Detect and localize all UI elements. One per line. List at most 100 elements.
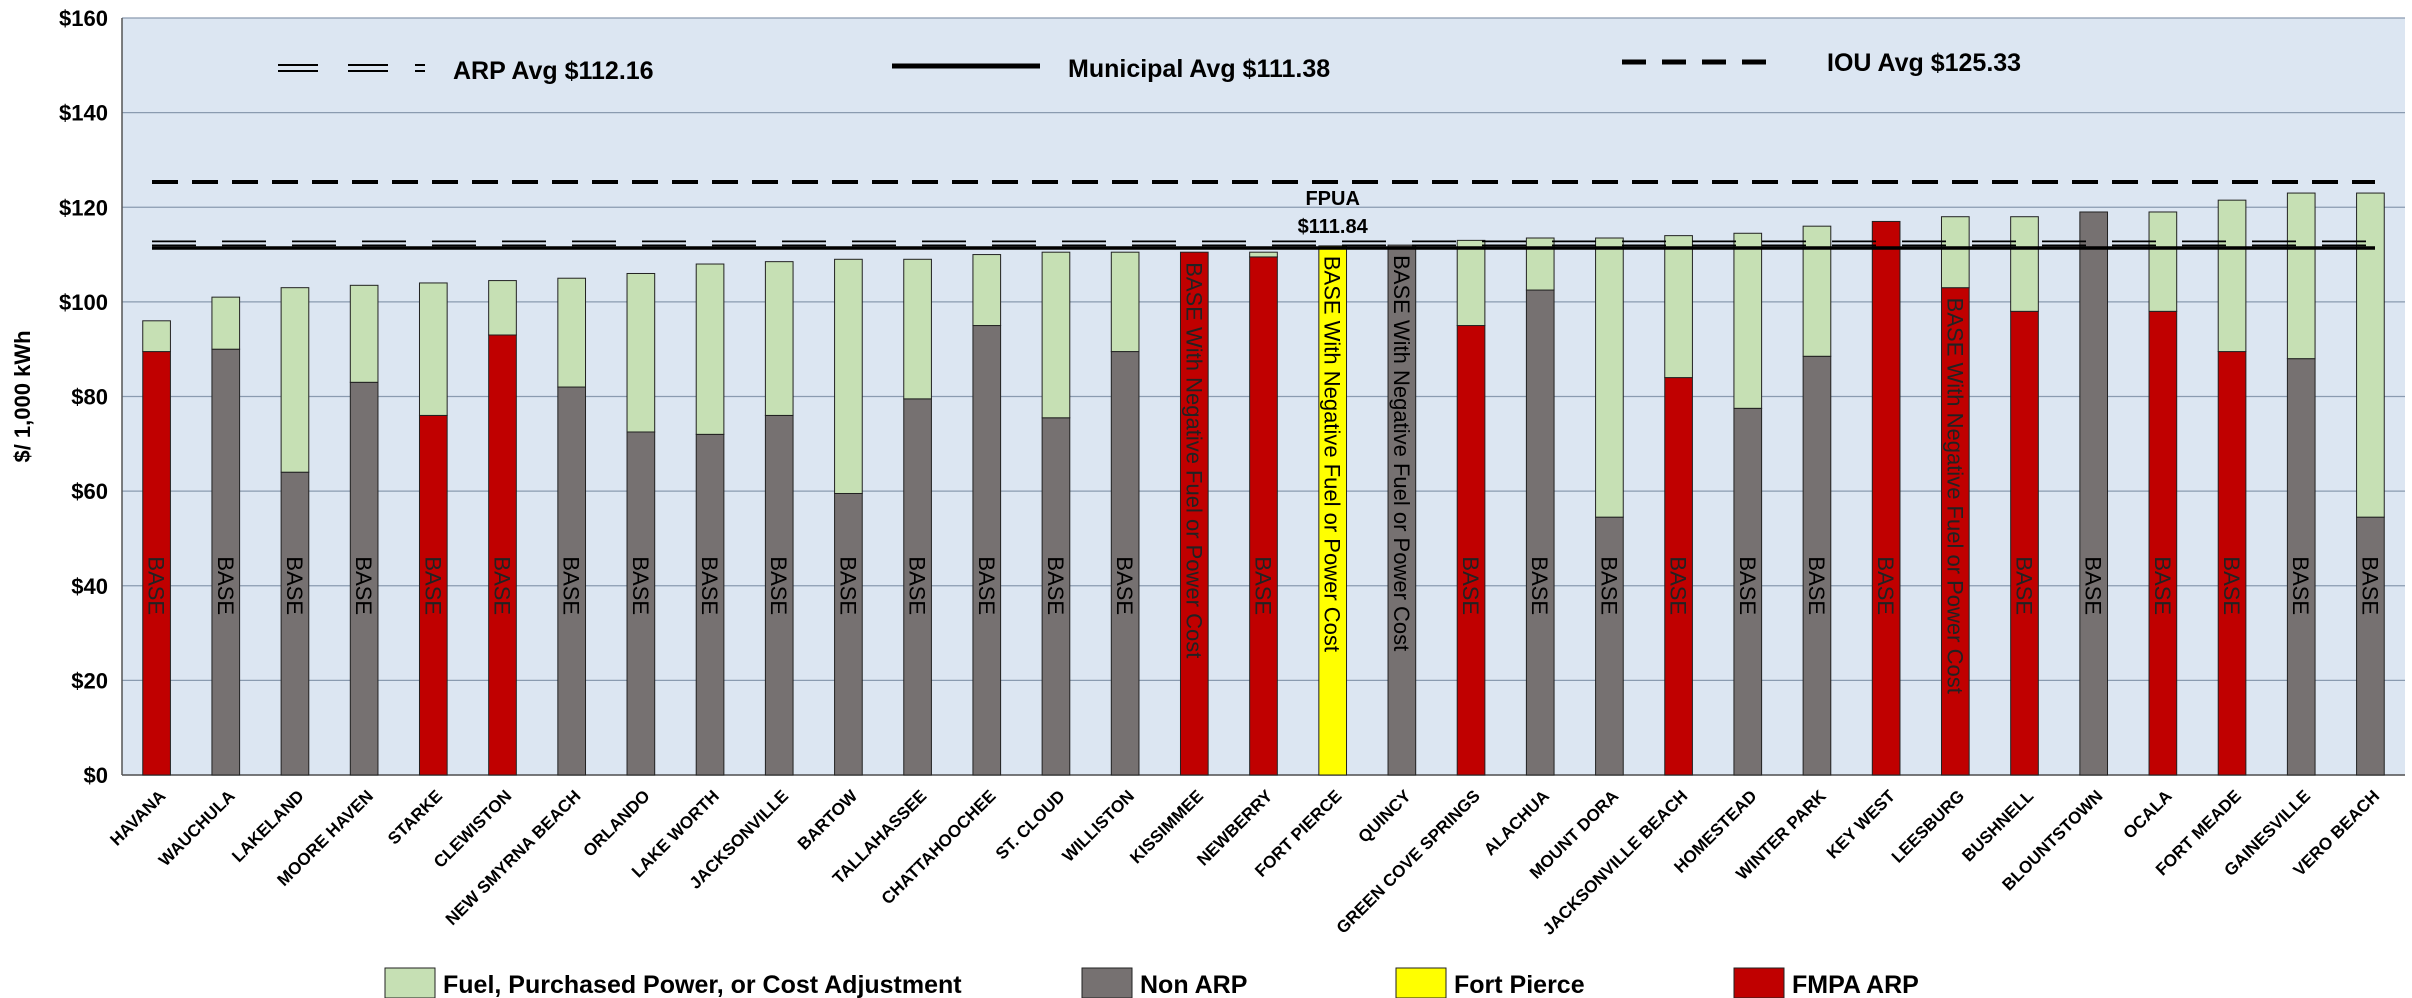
bar-base-segment [1249,256,1278,776]
bar-label: BASE [2081,556,2106,615]
bar-label: BASE [2012,556,2037,615]
x-tick-label: ALACHUA [1480,786,1553,859]
bar-base-segment [2079,211,2109,776]
legend: Fuel, Purchased Power, or Cost Adjustmen… [384,967,1919,998]
bar-label: BASE [282,556,307,615]
bar-fuel-segment [626,272,656,433]
bar-label: BASE With Negative Fuel or Power Cost [1942,298,1967,694]
bar-base-segment [2010,310,2039,776]
bar-label: BASE [2219,556,2244,615]
bar-label: BASE [2288,556,2313,615]
bar-label: BASE With Negative Fuel or Power Cost [1320,256,1345,652]
bar-fuel-segment [418,282,448,416]
x-tick-label: OCALA [2120,786,2176,842]
bar-fuel-segment [1802,225,1832,357]
bar-base-segment [2148,310,2178,776]
bar-base-segment [1456,325,1486,776]
y-tick-label: $80 [71,385,108,410]
arp-avg-label: ARP Avg $112.16 [453,57,654,85]
bar-base-segment [2217,351,2247,776]
bar-base-segment [488,334,517,776]
bar-base-segment [280,471,310,776]
bar-base-segment [2286,358,2316,776]
y-tick-label: $40 [71,574,108,599]
bar-label: BASE [1251,556,1276,615]
x-tick-label: CHATTAHOOCHEE [878,786,1000,908]
legend-swatch [1395,967,1447,998]
fpua-annotation-value: $111.84 [1298,216,1369,238]
bar-base-segment [1041,417,1071,776]
bar-label: BASE [1804,556,1829,615]
bar-fuel-segment [211,296,241,350]
bar-fuel-segment [1940,216,1970,289]
bar-label: BASE [213,556,238,615]
bar-label: BASE [1112,556,1137,615]
municipal-avg-label: Municipal Avg $111.38 [1068,55,1330,83]
bar-label: BASE [974,556,999,615]
bar-base-segment [1525,289,1555,776]
bar-fuel-segment [1733,232,1763,409]
bar-base-segment [1664,377,1693,776]
bar-label: BASE [1735,556,1760,615]
bar-label: BASE [766,556,791,615]
bar-fuel-segment [834,258,863,494]
bar-label: BASE [490,556,515,615]
legend-label: Fuel, Purchased Power, or Cost Adjustmen… [443,971,962,998]
y-axis-ticks: $0 $20 $40 $60 $80 $100 $120 $140 $160 [59,6,108,788]
bar-base-segment [142,351,171,776]
bar-fuel-segment [1041,251,1071,419]
bar-base-segment [695,433,725,776]
bar-base-segment [626,431,656,776]
fpua-annotation: FPUA [1305,188,1359,210]
bar-fuel-segment [1595,237,1624,518]
bar-fuel-segment [1249,251,1278,258]
bar-fuel-segment [2148,211,2178,312]
bar-label: BASE [559,556,584,615]
bar-fuel-segment [2217,199,2247,353]
bar-base-segment [349,381,379,776]
bar-label: BASE [905,556,930,615]
bar-base-segment [1318,245,1348,776]
x-tick-label: NEW SMYRNA BEACH [442,786,585,929]
legend-label: Non ARP [1140,971,1247,998]
bar-base-segment [1179,251,1209,776]
y-tick-label: $120 [59,195,108,220]
y-tick-label: $60 [71,479,108,504]
bar-label: BASE [144,556,169,615]
bar-base-segment [1733,407,1763,776]
bar-fuel-segment [903,258,932,400]
bar-label: BASE [2357,556,2382,615]
bar-base-segment [1110,351,1140,776]
x-tick-label: BARTOW [794,786,862,854]
y-axis-title: $/ 1,000 kWh [10,330,35,462]
bar-label: BASE [1458,556,1483,615]
bar-fuel-segment [557,277,587,388]
bar-label: BASE [420,556,445,615]
bar-label: BASE [1527,556,1552,615]
reference-lines: ARP Avg $112.16 Municipal Avg $111.38 IOU … [152,49,2375,250]
bar-base-segment [211,348,241,776]
bar-label: BASE [1596,556,1621,615]
bar-fuel-segment [349,284,379,383]
iou-avg-label: IOU Avg $125.33 [1827,49,2021,77]
legend-label: FMPA ARP [1792,971,1919,998]
y-tick-label: $20 [71,668,108,693]
bar-label: BASE With Negative Fuel or Power Cost [1389,255,1414,651]
bar-label: BASE [835,556,860,615]
y-tick-label: $100 [59,290,108,315]
bar-fuel-segment [488,280,517,336]
bar-fuel-segment [1664,235,1693,379]
x-tick-label: GREEN COVE SPRINGS [1333,786,1484,937]
legend-label: Fort Pierce [1454,971,1585,998]
bar-fuel-segment [764,261,794,416]
bar-fuel-segment [2010,216,2039,312]
bar-label: BASE [1873,556,1898,615]
bar-base-segment [1940,287,1970,776]
bar-fuel-segment [280,287,310,473]
x-tick-label: STARKE [384,786,446,848]
bar-base-segment [1802,355,1832,776]
bars: BASE BASE BASE BASE BASE BASE BASE BASE BASE BASE… [142,192,2385,776]
x-tick-label: JACKSONVILLE BEACH [1539,786,1691,938]
bar-base-segment [834,492,863,776]
